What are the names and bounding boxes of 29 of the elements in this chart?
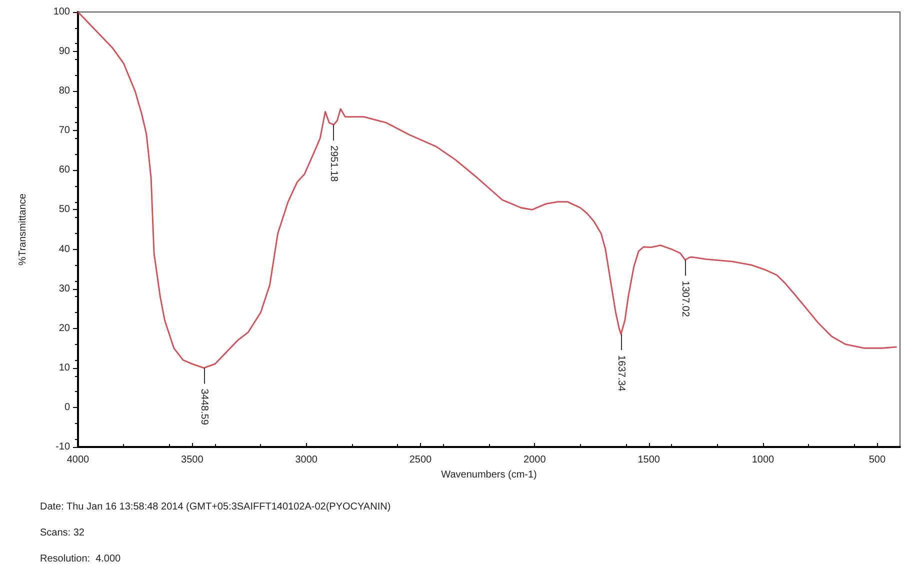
x-tick-label: 1500 (638, 454, 660, 466)
annotation: 1637.34 (615, 355, 626, 392)
x-tick-label: 500 (868, 454, 886, 466)
y-tick-label: 0 (64, 402, 70, 413)
text: Date: Thu Jan 16 13:58:48 2014 (GMT+05:3SAIFFT140102A-02(PYOCYANIN) (40, 502, 391, 512)
y-tick-label: 90 (58, 46, 70, 58)
y-axis-title: %Transmittance (18, 193, 28, 266)
y-tick-label: 60 (58, 164, 70, 176)
y-tick-label: 70 (58, 125, 70, 136)
text: Resolution: 4.000 (40, 554, 122, 564)
x-tick-label: 2500 (409, 454, 432, 466)
y-tick-label: 30 (58, 283, 70, 294)
x-tick-label: 2000 (524, 454, 546, 466)
y-tick-label: 20 (58, 322, 70, 334)
x-tick-label: 3500 (181, 454, 204, 466)
x-tick-label: 3000 (295, 454, 318, 466)
text: Scans: 32 (40, 528, 85, 538)
y-tick-label: 100 (53, 6, 70, 18)
y-tick-label: 10 (58, 362, 70, 374)
x-tick-label: 4000 (66, 454, 90, 466)
y-tick-label: -10 (56, 442, 70, 452)
y-tick-label: 40 (58, 244, 70, 255)
annotation: 1307.02 (680, 280, 691, 318)
y-tick-label: 80 (58, 86, 70, 97)
annotation: 2951.18 (328, 146, 340, 182)
annotation: 3448.59 (198, 388, 210, 426)
y-tick-label: 50 (58, 204, 70, 216)
x-axis-title: Wavenumbers (cm-1) (441, 469, 537, 480)
x-tick-label: 1000 (752, 454, 775, 466)
